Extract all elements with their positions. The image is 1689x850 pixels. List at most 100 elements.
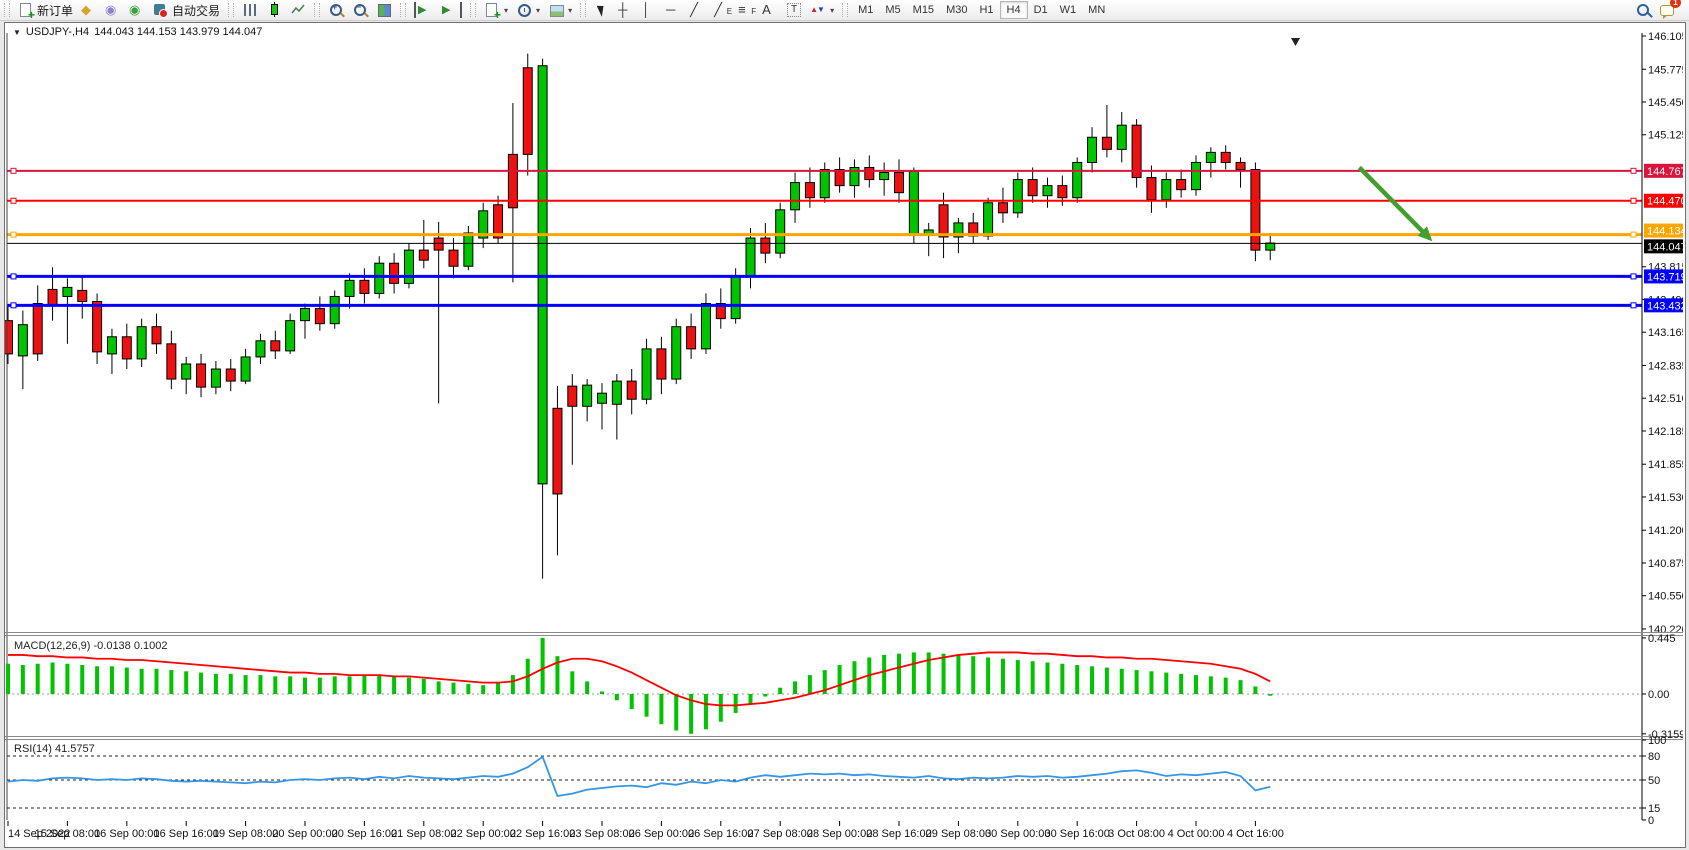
svg-text:143.432: 143.432 (1647, 300, 1683, 312)
chart-shift-marker[interactable] (1291, 38, 1300, 46)
tab-d1[interactable]: D1 (1033, 4, 1048, 16)
arrows-button[interactable]: ▲▼ ▾ (806, 0, 838, 20)
main-toolbar: + 新订单 ◆ ◉ ◉ 自动交易 + − ▶ ▶ + ▾ ▾ ▾ ┼ │ ─ ╱ … (0, 0, 1689, 21)
horizontal-line-button[interactable]: ─ (662, 0, 686, 20)
zoom-out-icon: − (352, 2, 368, 18)
svg-text:22 Sep 16:00: 22 Sep 16:00 (510, 828, 575, 840)
trendline-button[interactable]: ╱ (686, 0, 710, 20)
chart-window: ▼ USDJPY-,H4 144.043 144.153 143.979 144… (4, 22, 1686, 848)
price-tag (1644, 193, 1683, 208)
navigator-icon: ◉ (105, 2, 117, 17)
toolbar-grip (314, 3, 321, 17)
svg-text:143.719: 143.719 (1647, 271, 1683, 283)
svg-text:141.530: 141.530 (1648, 492, 1683, 504)
auto-scroll-icon: ▶ (414, 2, 434, 18)
chevron-down-icon: ▾ (536, 5, 541, 15)
chevron-down-icon: ▾ (504, 5, 509, 15)
chart-shift-button[interactable]: ▶ (438, 0, 466, 20)
chart-expand-icon[interactable]: ▼ (13, 27, 21, 37)
text-label-button[interactable]: T (782, 0, 806, 20)
tab-m5[interactable]: M5 (885, 4, 901, 16)
chart-shift-icon: ▶ (442, 2, 463, 18)
tab-m30[interactable]: M30 (946, 4, 968, 16)
bar-chart-button[interactable] (238, 0, 262, 20)
tab-w1[interactable]: W1 (1059, 4, 1077, 16)
toolbar-grip (842, 3, 849, 17)
price-axis-labels (1642, 35, 1646, 630)
search-button[interactable] (1631, 0, 1655, 20)
svg-text:4 Oct 00:00: 4 Oct 00:00 (1168, 828, 1225, 840)
cursor-icon (594, 2, 610, 18)
line-chart-button[interactable] (286, 0, 310, 20)
svg-text:4 Oct 16:00: 4 Oct 16:00 (1227, 828, 1284, 840)
line-handle (1630, 273, 1637, 280)
horizontal-line-objects[interactable] (7, 167, 1642, 309)
autotrading-button[interactable]: 自动交易 (149, 0, 224, 20)
autotrading-icon (153, 2, 169, 18)
toolbar-grip (470, 3, 477, 17)
new-order-button[interactable]: + 新订单 (14, 0, 77, 21)
rsi-line (7, 755, 1271, 798)
chat-icon: 1 (1659, 0, 1681, 19)
text-button[interactable]: A (758, 0, 782, 20)
tab-h4[interactable]: H4 (999, 1, 1028, 19)
svg-text:142.510: 142.510 (1648, 393, 1683, 405)
notifications-button[interactable]: 1 (1655, 0, 1681, 20)
indicators-icon: + (484, 2, 501, 21)
crosshair-button[interactable]: ┼ (614, 0, 638, 20)
crosshair-icon: ┼ (618, 2, 628, 17)
toolbar-grip (228, 3, 235, 17)
svg-text:80: 80 (1648, 751, 1660, 763)
svg-text:26 Sep 00:00: 26 Sep 00:00 (629, 828, 694, 840)
auto-scroll-button[interactable]: ▶ (410, 0, 438, 20)
tile-windows-button[interactable] (372, 0, 396, 20)
vertical-line-button[interactable]: │ (638, 0, 662, 20)
time-axis[interactable] (7, 821, 1256, 826)
svg-text:28 Sep 16:00: 28 Sep 16:00 (866, 828, 931, 840)
svg-text:50: 50 (1648, 775, 1660, 787)
svg-text:14 Sep 2022: 14 Sep 2022 (8, 828, 70, 840)
svg-text:141.855: 141.855 (1648, 459, 1683, 471)
notification-badge: 1 (1670, 0, 1681, 8)
indicators-button[interactable]: + ▾ (480, 0, 512, 21)
symbols-icon: ◆ (81, 2, 92, 17)
svg-text:26 Sep 16:00: 26 Sep 16:00 (688, 828, 753, 840)
svg-text:100: 100 (1648, 735, 1666, 747)
svg-text:3 Oct 08:00: 3 Oct 08:00 (1108, 828, 1165, 840)
navigator-button[interactable]: ◉ (101, 0, 125, 20)
svg-text:140.550: 140.550 (1648, 591, 1683, 603)
svg-text:0.00: 0.00 (1648, 689, 1669, 701)
signals-button[interactable]: ◉ (125, 0, 149, 20)
tab-mn[interactable]: MN (1088, 4, 1106, 16)
channel-button[interactable]: ╱ E (710, 0, 734, 20)
toolbar-grip (400, 3, 407, 17)
svg-text:144.767: 144.767 (1647, 166, 1683, 178)
svg-text:144.134: 144.134 (1647, 226, 1683, 238)
arrows-icon: ▲▼ (810, 5, 825, 14)
fibonacci-button[interactable]: ≡ F (734, 0, 758, 20)
horizontal-line-icon: ─ (666, 2, 676, 17)
line-handle (1630, 231, 1637, 238)
svg-text:145.450: 145.450 (1648, 97, 1683, 109)
symbols-button[interactable]: ◆ (77, 0, 101, 20)
cursor-button[interactable] (590, 0, 614, 20)
tab-h1[interactable]: H1 (979, 4, 994, 16)
svg-text:29 Sep 08:00: 29 Sep 08:00 (926, 828, 991, 840)
arrow-object[interactable] (1357, 165, 1433, 242)
line-handle (10, 231, 17, 238)
candlestick-chart-button[interactable] (262, 0, 286, 20)
price-chart[interactable]: 146.105145.775145.450145.125143.815143.4… (5, 23, 1683, 845)
chart-ohlc-values: 144.043 144.153 143.979 144.047 (94, 26, 263, 38)
svg-text:142.185: 142.185 (1648, 426, 1683, 438)
bar-chart-icon (242, 2, 258, 18)
zoom-out-button[interactable]: − (348, 0, 372, 20)
svg-text:15: 15 (1648, 803, 1660, 815)
templates-button[interactable]: ▾ (544, 0, 576, 20)
new-order-label: 新订单 (37, 3, 74, 18)
tab-m15[interactable]: M15 (912, 4, 935, 16)
chevron-down-icon: ▾ (830, 5, 835, 15)
zoom-in-button[interactable]: + (324, 0, 348, 20)
periods-button[interactable]: ▾ (512, 0, 544, 20)
tab-m1[interactable]: M1 (858, 4, 874, 16)
price-tag (1644, 239, 1683, 254)
